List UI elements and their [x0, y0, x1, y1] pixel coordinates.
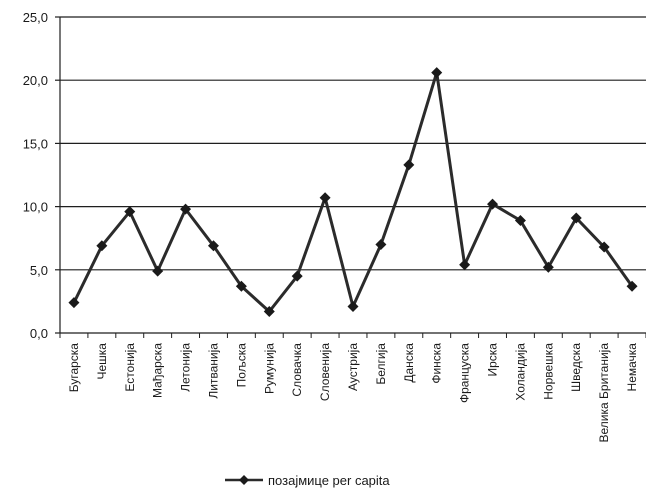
data-point: [124, 206, 136, 218]
x-tick-label: Летонија: [179, 343, 193, 392]
data-point: [235, 280, 247, 292]
gridlines: [60, 16, 646, 334]
x-tick-label: Словачка: [290, 343, 304, 397]
data-point: [431, 67, 443, 79]
y-tick-label: 20,0: [23, 73, 48, 88]
data-point: [291, 270, 303, 282]
y-tick-label: 25,0: [23, 10, 48, 25]
y-tick-label: 10,0: [23, 200, 48, 215]
y-tick-label: 0,0: [30, 326, 48, 341]
x-tick-label: Норвешка: [541, 343, 555, 400]
x-tick-label: Мађарска: [151, 343, 165, 398]
x-tick-label: Финска: [430, 343, 444, 384]
data-point: [514, 215, 526, 227]
data-point: [542, 261, 554, 273]
data-point: [487, 198, 499, 210]
x-tick-label: Пољска: [234, 343, 248, 388]
data-point: [263, 306, 275, 318]
x-tick-label: Немачка: [625, 343, 639, 392]
legend: позајмице per capita: [225, 473, 390, 488]
x-tick-label: Шведска: [569, 343, 583, 392]
x-tick-label: Естонија: [123, 343, 137, 392]
legend-label: позајмице per capita: [268, 473, 390, 488]
data-point: [347, 300, 359, 312]
x-tick-label: Холандија: [513, 343, 527, 401]
x-tick-label: Бугарска: [67, 343, 81, 393]
data-point: [180, 203, 192, 215]
data-point: [375, 239, 387, 251]
data-point: [207, 240, 219, 252]
x-tick-label: Румунија: [262, 343, 276, 394]
data-point: [459, 259, 471, 271]
x-axis: Бугарска Чешка Естонија Мађарска Летонија Лит…: [59, 333, 646, 443]
x-tick-label: Белгија: [374, 343, 388, 385]
x-tick-label: Велика Британија: [597, 343, 611, 443]
y-tick-label: 5,0: [30, 263, 48, 278]
x-tick-label: Аустрија: [346, 343, 360, 391]
y-tick-label: 15,0: [23, 136, 48, 151]
data-point: [96, 240, 108, 252]
legend-marker-icon: [239, 475, 249, 485]
x-tick-label: Данска: [402, 343, 416, 383]
data-point: [403, 159, 415, 171]
series-group: [68, 67, 638, 318]
data-point: [68, 297, 80, 309]
x-tick-label: Литванија: [206, 343, 220, 399]
x-tick-label: Ирска: [486, 343, 500, 377]
data-point: [152, 265, 164, 277]
x-tick-label: Француска: [458, 343, 472, 403]
x-tick-label: Чешка: [95, 343, 109, 380]
data-point: [626, 280, 638, 292]
data-point: [319, 192, 331, 204]
data-point: [598, 241, 610, 253]
y-axis: 0,0 5,0 10,0 15,0 20,0 25,0: [23, 10, 61, 341]
x-tick-label: Словенија: [318, 343, 332, 401]
data-point: [570, 212, 582, 224]
